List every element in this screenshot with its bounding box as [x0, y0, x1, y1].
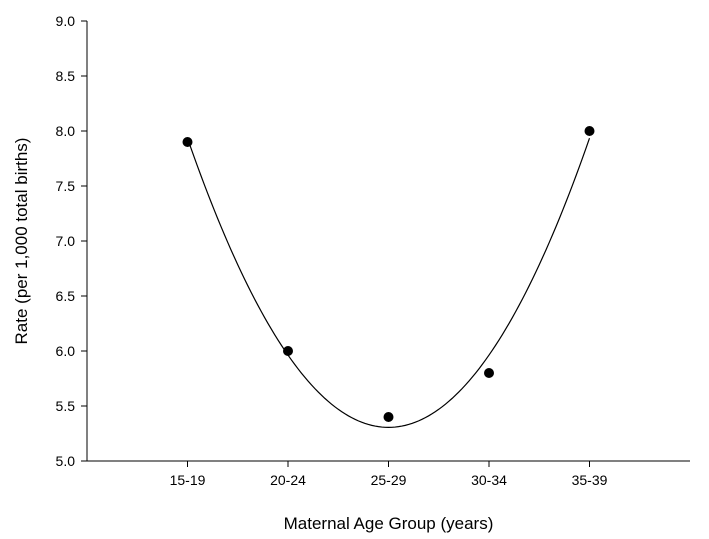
data-point	[584, 126, 595, 136]
x-tick-label: 20-24	[270, 472, 306, 488]
data-point	[383, 412, 394, 422]
y-tick-label: 5.0	[56, 453, 76, 469]
y-tick-label: 7.5	[56, 178, 76, 194]
data-point	[484, 368, 494, 378]
x-tick-label: 15-19	[170, 472, 206, 488]
fit-curve-group	[186, 138, 591, 428]
y-tick-label: 7.0	[56, 233, 76, 249]
data-points	[182, 126, 595, 422]
data-point	[283, 346, 293, 356]
y-tick-label: 9.0	[56, 13, 76, 29]
y-tick-label: 6.5	[56, 288, 76, 304]
x-tick-label: 30-34	[471, 472, 507, 488]
x-axis-title: Maternal Age Group (years)	[284, 514, 494, 533]
y-tick-label: 8.5	[56, 68, 76, 84]
x-axis-ticks: 15-19 20-24 25-29 30-34 35-39	[170, 461, 608, 488]
y-tick-label: 5.5	[56, 398, 76, 414]
y-axis-ticks: 5.0 5.5 6.0 6.5 7.0 7.5 8.0 8.5 9.0	[56, 13, 87, 469]
x-tick-label: 25-29	[371, 472, 407, 488]
y-tick-label: 8.0	[56, 123, 76, 139]
x-tick-label: 35-39	[572, 472, 608, 488]
data-point	[182, 137, 193, 147]
axes	[86, 21, 690, 462]
y-axis-title: Rate (per 1,000 total births)	[12, 138, 31, 345]
y-tick-label: 6.0	[56, 343, 76, 359]
fit-curve	[186, 138, 591, 428]
